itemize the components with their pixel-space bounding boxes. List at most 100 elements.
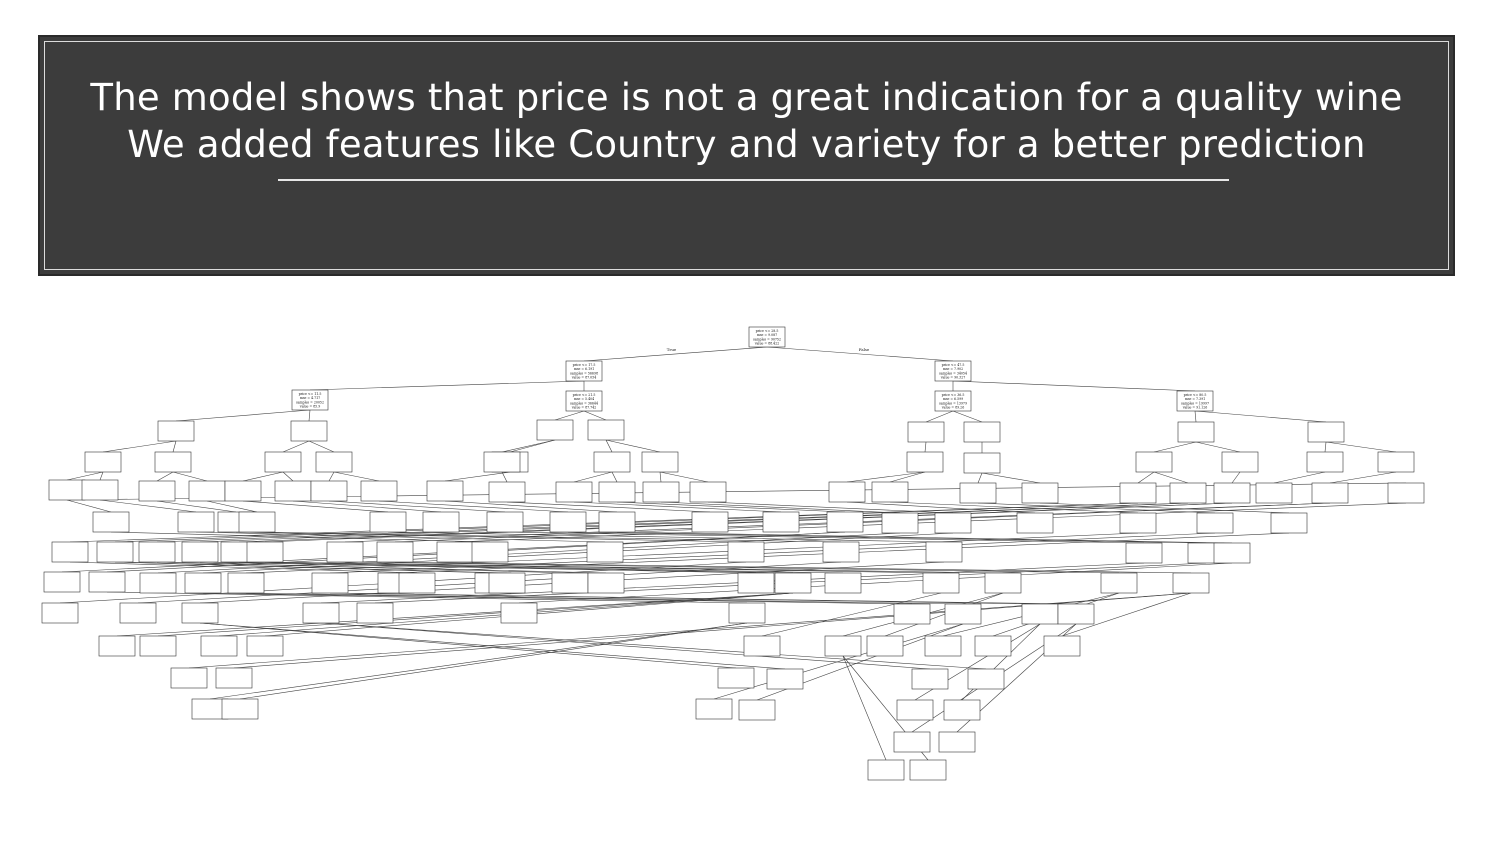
- tree-node: [738, 699, 776, 721]
- tree-node: [1307, 421, 1345, 443]
- tree-edge: [206, 500, 258, 513]
- node-box: [224, 480, 262, 502]
- title-line-1: The model shows that price is not a grea…: [90, 76, 1403, 119]
- node-box: [246, 541, 284, 563]
- tree-edge: [884, 592, 1004, 637]
- node-box: [642, 481, 680, 503]
- tree-node: [154, 451, 192, 473]
- tree-edge: [846, 501, 1036, 514]
- tree-node: [1306, 451, 1344, 473]
- node-box: [227, 572, 265, 594]
- tree-edge: [1195, 441, 1241, 453]
- node-text: samples = 19997: [1181, 401, 1209, 405]
- node-box: [1377, 451, 1415, 473]
- tree-node: [1021, 482, 1059, 504]
- node-box: [967, 668, 1005, 690]
- tree-edge: [242, 500, 389, 513]
- node-box: [88, 571, 126, 593]
- node-box: [302, 602, 340, 624]
- node-box: [51, 541, 89, 563]
- tree-node: [944, 603, 982, 625]
- tree-edge: [172, 440, 177, 453]
- tree-edge: [842, 655, 887, 761]
- node-box: [1021, 482, 1059, 504]
- tree-node: [598, 511, 636, 533]
- node-box: [188, 480, 226, 502]
- tree-node: [315, 451, 353, 473]
- tree-node: [689, 481, 727, 503]
- tree-node: [471, 541, 509, 563]
- tree-edge: [583, 410, 607, 421]
- node-box: [925, 541, 963, 563]
- tree-edge: [605, 439, 661, 453]
- tree-node: [246, 635, 284, 657]
- tree-node: [822, 541, 860, 563]
- node-box: [689, 481, 727, 503]
- tree-node: [119, 602, 157, 624]
- tree-edge: [977, 502, 1216, 514]
- node-box: [717, 667, 755, 689]
- tree-edge: [659, 471, 662, 483]
- tree-node: [483, 451, 521, 473]
- tree-node: [224, 480, 262, 502]
- tree-node: [536, 419, 574, 441]
- tree-node: [181, 602, 219, 624]
- node-box: [1307, 421, 1345, 443]
- node-box: [264, 451, 302, 473]
- node-box: [1119, 512, 1157, 534]
- node-box: [824, 635, 862, 657]
- title-line-2: We added features like Country and varie…: [127, 123, 1366, 166]
- tree-node: [238, 511, 276, 533]
- tree-edge: [444, 471, 511, 482]
- node-box: [906, 451, 944, 473]
- tree-edge: [506, 501, 711, 513]
- tree-node: [170, 667, 208, 689]
- node-box: [1176, 390, 1214, 412]
- tree-edge: [567, 531, 1207, 544]
- node-box: [486, 511, 524, 533]
- tree-node: [84, 451, 122, 473]
- node-box: [1057, 603, 1095, 625]
- tree-node: [326, 541, 364, 563]
- tree-node: [1270, 512, 1308, 534]
- tree-node: [139, 635, 177, 657]
- node-text: mse = 7.391: [1185, 397, 1205, 401]
- node-box: [356, 602, 394, 624]
- tree-node: [360, 480, 398, 502]
- tree-node: [376, 541, 414, 563]
- tree-node: [500, 602, 538, 624]
- node-box: [48, 479, 86, 501]
- node-box: [1172, 572, 1210, 594]
- tree-node: [81, 479, 119, 501]
- node-box: [748, 326, 786, 348]
- node-text: value = 91.126: [1182, 406, 1208, 410]
- tree-node: [246, 541, 284, 563]
- node-box: [426, 480, 464, 502]
- tree-edge: [1194, 410, 1327, 423]
- tree-node: [922, 572, 960, 594]
- node-box: [695, 698, 733, 720]
- node-box: [422, 511, 460, 533]
- tree-node: [587, 572, 625, 594]
- tree-node: [138, 541, 176, 563]
- node-box: [944, 603, 982, 625]
- node-box: [170, 667, 208, 689]
- node-text: samples = 13979: [939, 401, 967, 405]
- tree-edge: [846, 471, 926, 483]
- node-box: [536, 419, 574, 441]
- tree-node: [824, 635, 862, 657]
- node-box: [549, 511, 587, 533]
- tree-node: [1169, 482, 1207, 504]
- tree-node: [1057, 603, 1095, 625]
- node-box: [488, 572, 526, 594]
- node-box: [98, 635, 136, 657]
- tree-node: [1311, 482, 1349, 504]
- tree-node: [426, 480, 464, 502]
- tree-edge: [344, 561, 1120, 574]
- tree-node: [1125, 542, 1163, 564]
- tree-edge: [1039, 502, 1290, 514]
- tree-node: [177, 511, 215, 533]
- node-box: [238, 511, 276, 533]
